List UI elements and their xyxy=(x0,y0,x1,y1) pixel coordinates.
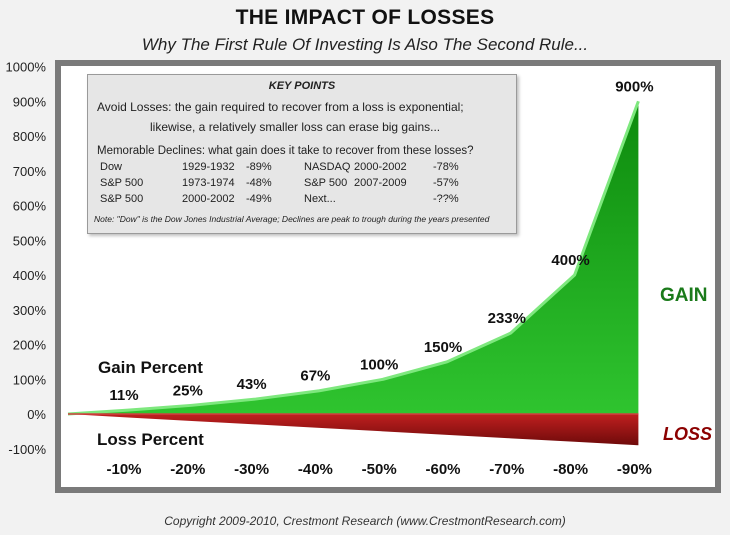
key-points-line1: Avoid Losses: the gain required to recov… xyxy=(97,100,464,114)
gain-word: GAIN xyxy=(660,285,708,306)
chart-title: THE IMPACT OF LOSSES xyxy=(235,6,495,29)
decline-index: S&P 500 xyxy=(100,193,144,205)
gain-data-label: 25% xyxy=(173,382,203,399)
y-tick-label: -100% xyxy=(8,442,46,457)
key-points-note: Note: "Dow" is the Dow Jones Industrial … xyxy=(94,214,490,224)
x-category-label: -30% xyxy=(234,461,269,478)
y-tick-label: 500% xyxy=(13,233,47,248)
x-category-label: -90% xyxy=(617,461,652,478)
decline-index: S&P 500 xyxy=(304,177,348,189)
y-tick-label: 1000% xyxy=(6,60,47,75)
loss-percent-label: Loss Percent xyxy=(97,430,204,449)
y-tick-label: 200% xyxy=(13,338,47,353)
decline-value: -89% xyxy=(246,161,272,173)
gain-data-label: 900% xyxy=(615,78,653,95)
decline-value: -49% xyxy=(246,193,272,205)
y-tick-label: 800% xyxy=(13,129,47,144)
decline-years: 1929-1932 xyxy=(182,161,235,173)
y-tick-label: 100% xyxy=(13,372,47,387)
key-points-line2: likewise, a relatively smaller loss can … xyxy=(150,120,441,134)
y-tick-label: 400% xyxy=(13,268,47,283)
decline-years: 2000-2002 xyxy=(354,161,407,173)
gain-line xyxy=(67,100,640,416)
gain-area xyxy=(68,101,639,414)
y-tick-label: 0% xyxy=(27,407,46,422)
loss-word: LOSS xyxy=(663,424,712,444)
x-category-label: -70% xyxy=(489,461,524,478)
declines-intro: Memorable Declines: what gain does it ta… xyxy=(97,145,474,157)
gain-data-label: 67% xyxy=(300,368,330,385)
decline-index: NASDAQ xyxy=(304,161,351,173)
gain-data-label: 100% xyxy=(360,356,398,373)
decline-index: S&P 500 xyxy=(100,177,144,189)
copyright: Copyright 2009-2010, Crestmont Research … xyxy=(164,514,566,528)
x-category-label: -80% xyxy=(553,461,588,478)
y-tick-label: 700% xyxy=(13,164,47,179)
gain-data-label: 400% xyxy=(551,252,589,269)
y-tick-label: 600% xyxy=(13,199,47,214)
decline-years: 2000-2002 xyxy=(182,193,235,205)
x-category-label: -10% xyxy=(106,461,141,478)
gain-data-label: 43% xyxy=(237,376,267,393)
x-category-label: -50% xyxy=(362,461,397,478)
chart-subtitle: Why The First Rule Of Investing Is Also … xyxy=(141,35,589,54)
y-tick-label: 900% xyxy=(13,94,47,109)
decline-index: Next... xyxy=(304,193,336,205)
key-points-title: KEY POINTS xyxy=(268,80,336,92)
decline-value: -57% xyxy=(433,177,459,189)
gain-data-label: 11% xyxy=(109,387,138,404)
x-category-label: -60% xyxy=(425,461,460,478)
decline-value: -78% xyxy=(433,161,459,173)
decline-value: -48% xyxy=(246,177,272,189)
x-category-label: -40% xyxy=(298,461,333,478)
x-category-label: -20% xyxy=(170,461,205,478)
decline-years: 1973-1974 xyxy=(182,177,235,189)
y-tick-label: 300% xyxy=(13,303,47,318)
decline-value: -??% xyxy=(433,193,459,205)
gain-data-label: 150% xyxy=(424,339,462,356)
decline-index: Dow xyxy=(100,161,123,173)
decline-years: 2007-2009 xyxy=(354,177,407,189)
key-points-box: KEY POINTS Avoid Losses: the gain requir… xyxy=(87,74,517,234)
loss-area xyxy=(68,414,639,446)
gain-data-label: 233% xyxy=(488,310,526,327)
gain-percent-label: Gain Percent xyxy=(98,358,203,377)
